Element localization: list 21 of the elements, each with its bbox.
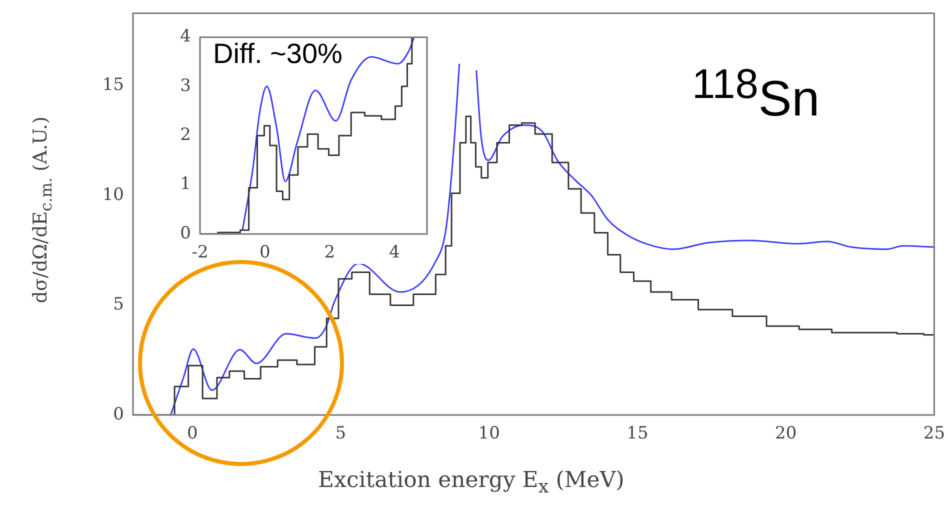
x-tick-label: 20 — [774, 424, 797, 444]
annotation: $^{118}$Sn — [692, 60, 820, 128]
x-tick-label: 25 — [923, 424, 946, 444]
y-tick-label: 0 — [113, 404, 124, 424]
y-tick-label: 4 — [180, 26, 191, 47]
x-tick-label: -2 — [192, 242, 208, 263]
y-tick-label: 10 — [102, 184, 124, 205]
x-tick-label: 2 — [324, 242, 336, 263]
x-tick-label: 15 — [626, 424, 648, 444]
x-tick-label: 0 — [259, 242, 270, 263]
y-tick-label: 3 — [180, 76, 191, 96]
y-tick-label: 5 — [113, 294, 124, 315]
x-tick-label: 10 — [478, 424, 500, 444]
x-tick-label: 4 — [389, 242, 400, 263]
y-tick-label: 15 — [102, 75, 124, 96]
x-tick-label: 5 — [335, 424, 346, 444]
y-tick-label: 0 — [180, 223, 191, 244]
x-axis-title: Excitation energy E$_{x}$ (MeV) — [318, 468, 624, 498]
y-tick-label: 1 — [180, 174, 191, 194]
y-tick-label: 2 — [180, 125, 191, 146]
annotation: Diff. ~30% — [213, 38, 342, 70]
